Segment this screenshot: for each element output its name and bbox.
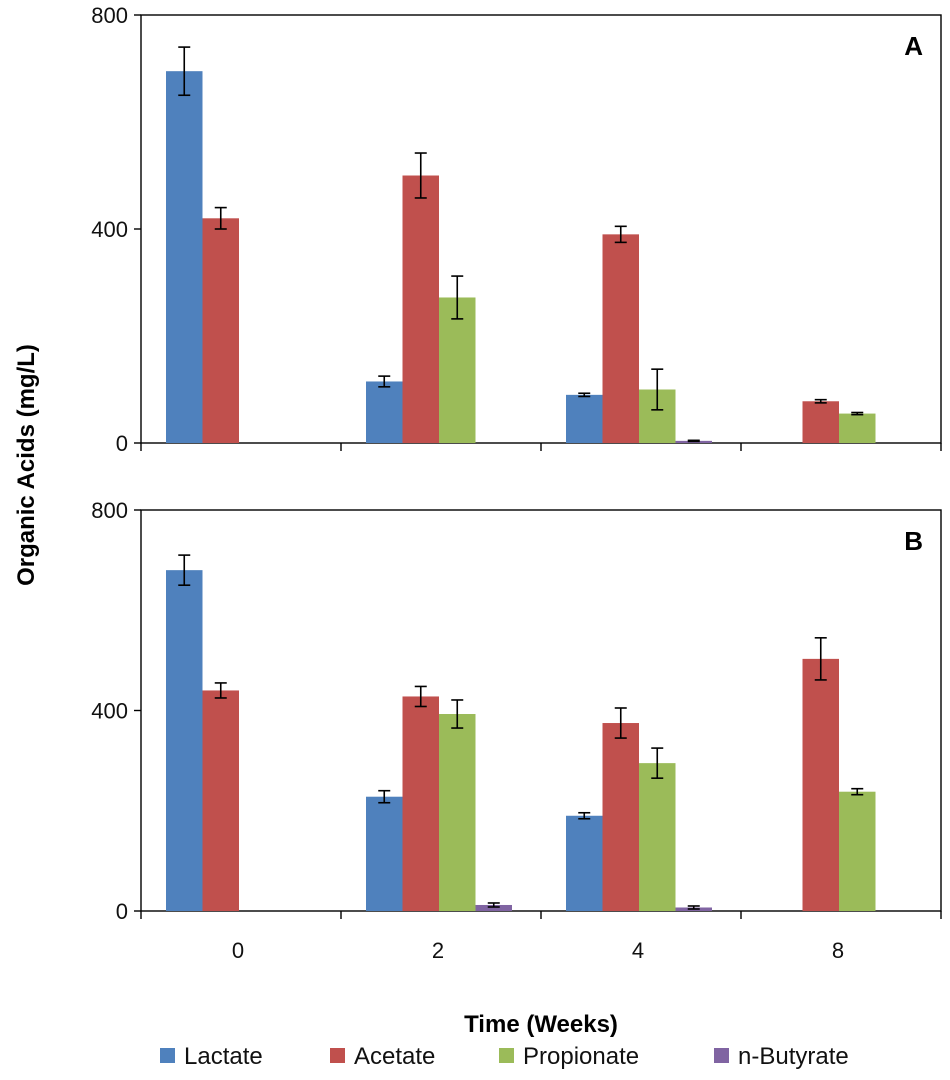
error-bar	[214, 206, 227, 230]
bar-n-butyrate-week-2	[475, 904, 512, 911]
error-bar	[578, 811, 591, 820]
plot-frame	[140, 14, 942, 444]
y-tick-label: 0	[116, 899, 128, 924]
bar-acetate-week-4	[602, 234, 639, 443]
bar-acetate-week-8	[802, 658, 839, 911]
x-tick-label: 8	[832, 938, 844, 963]
y-tick-label: 400	[91, 217, 128, 242]
bar-propionate-week-8	[839, 413, 876, 443]
x-axis-title: Time (Weeks)	[464, 1011, 618, 1038]
bar-acetate-week-0	[202, 690, 239, 911]
error-bar	[378, 789, 391, 804]
error-bar	[851, 411, 864, 416]
panel-label: A	[904, 31, 923, 61]
error-bar	[178, 46, 191, 97]
legend-label: Propionate	[523, 1043, 639, 1070]
legend-label: Acetate	[354, 1043, 435, 1070]
bar-acetate-week-2	[402, 696, 439, 911]
error-bar	[414, 152, 427, 199]
bar-acetate-week-2	[402, 175, 439, 443]
error-bar	[178, 554, 191, 586]
error-bar	[451, 699, 464, 729]
legend-item-acetate: Acetate	[330, 1043, 435, 1070]
legend-swatch	[330, 1048, 345, 1063]
y-tick-label: 800	[91, 3, 128, 28]
y-tick-label: 0	[116, 431, 128, 456]
x-tick-label: 0	[232, 938, 244, 963]
error-bar	[578, 392, 591, 398]
bar-lactate-week-2	[366, 796, 403, 911]
y-tick-label: 800	[91, 498, 128, 523]
error-bar	[814, 637, 827, 681]
bar-propionate-week-4	[639, 763, 676, 911]
bar-lactate-week-2	[366, 381, 403, 443]
panel-a: 0 400 800 A	[91, 3, 942, 456]
panels-group: 0 400 800 A 0 400 800 B 0 2 4 8	[91, 3, 942, 963]
bar-propionate-week-2	[439, 297, 476, 443]
legend: Lactate Acetate Propionate n-Butyrate	[160, 1043, 849, 1070]
error-bar	[851, 787, 864, 796]
bar-acetate-week-8	[802, 401, 839, 443]
panel-label: B	[904, 526, 923, 556]
error-bar	[378, 375, 391, 388]
legend-label: n-Butyrate	[738, 1043, 849, 1070]
bar-propionate-week-8	[839, 791, 876, 911]
error-bar	[614, 707, 627, 739]
legend-swatch	[714, 1048, 729, 1063]
bar-propionate-week-2	[439, 714, 476, 911]
legend-swatch	[499, 1048, 514, 1063]
y-tick-label: 400	[91, 699, 128, 724]
y-axis-title: Organic Acids (mg/L)	[13, 344, 40, 586]
error-bar	[687, 905, 700, 910]
legend-swatch	[160, 1048, 175, 1063]
x-tick-label: 4	[632, 938, 644, 963]
error-bar	[214, 682, 227, 699]
error-bar	[451, 275, 464, 320]
error-bar	[414, 685, 427, 708]
legend-item-lactate: Lactate	[160, 1043, 263, 1070]
bar-acetate-week-0	[202, 218, 239, 443]
x-tick-label: 2	[432, 938, 444, 963]
bar-lactate-week-0	[166, 570, 203, 911]
error-bar	[614, 225, 627, 244]
legend-item-n-butyrate: n-Butyrate	[714, 1043, 849, 1070]
legend-item-propionate: Propionate	[499, 1043, 639, 1070]
error-bar	[651, 368, 664, 411]
bar-acetate-week-4	[602, 723, 639, 911]
panel-b: 0 400 800 B	[91, 498, 942, 924]
bar-lactate-week-0	[166, 71, 203, 444]
bar-lactate-week-4	[566, 815, 603, 911]
bar-lactate-week-4	[566, 394, 603, 443]
error-bar	[687, 439, 700, 443]
error-bar	[651, 747, 664, 779]
legend-label: Lactate	[184, 1043, 263, 1070]
error-bar	[487, 902, 500, 908]
error-bar	[814, 398, 827, 404]
